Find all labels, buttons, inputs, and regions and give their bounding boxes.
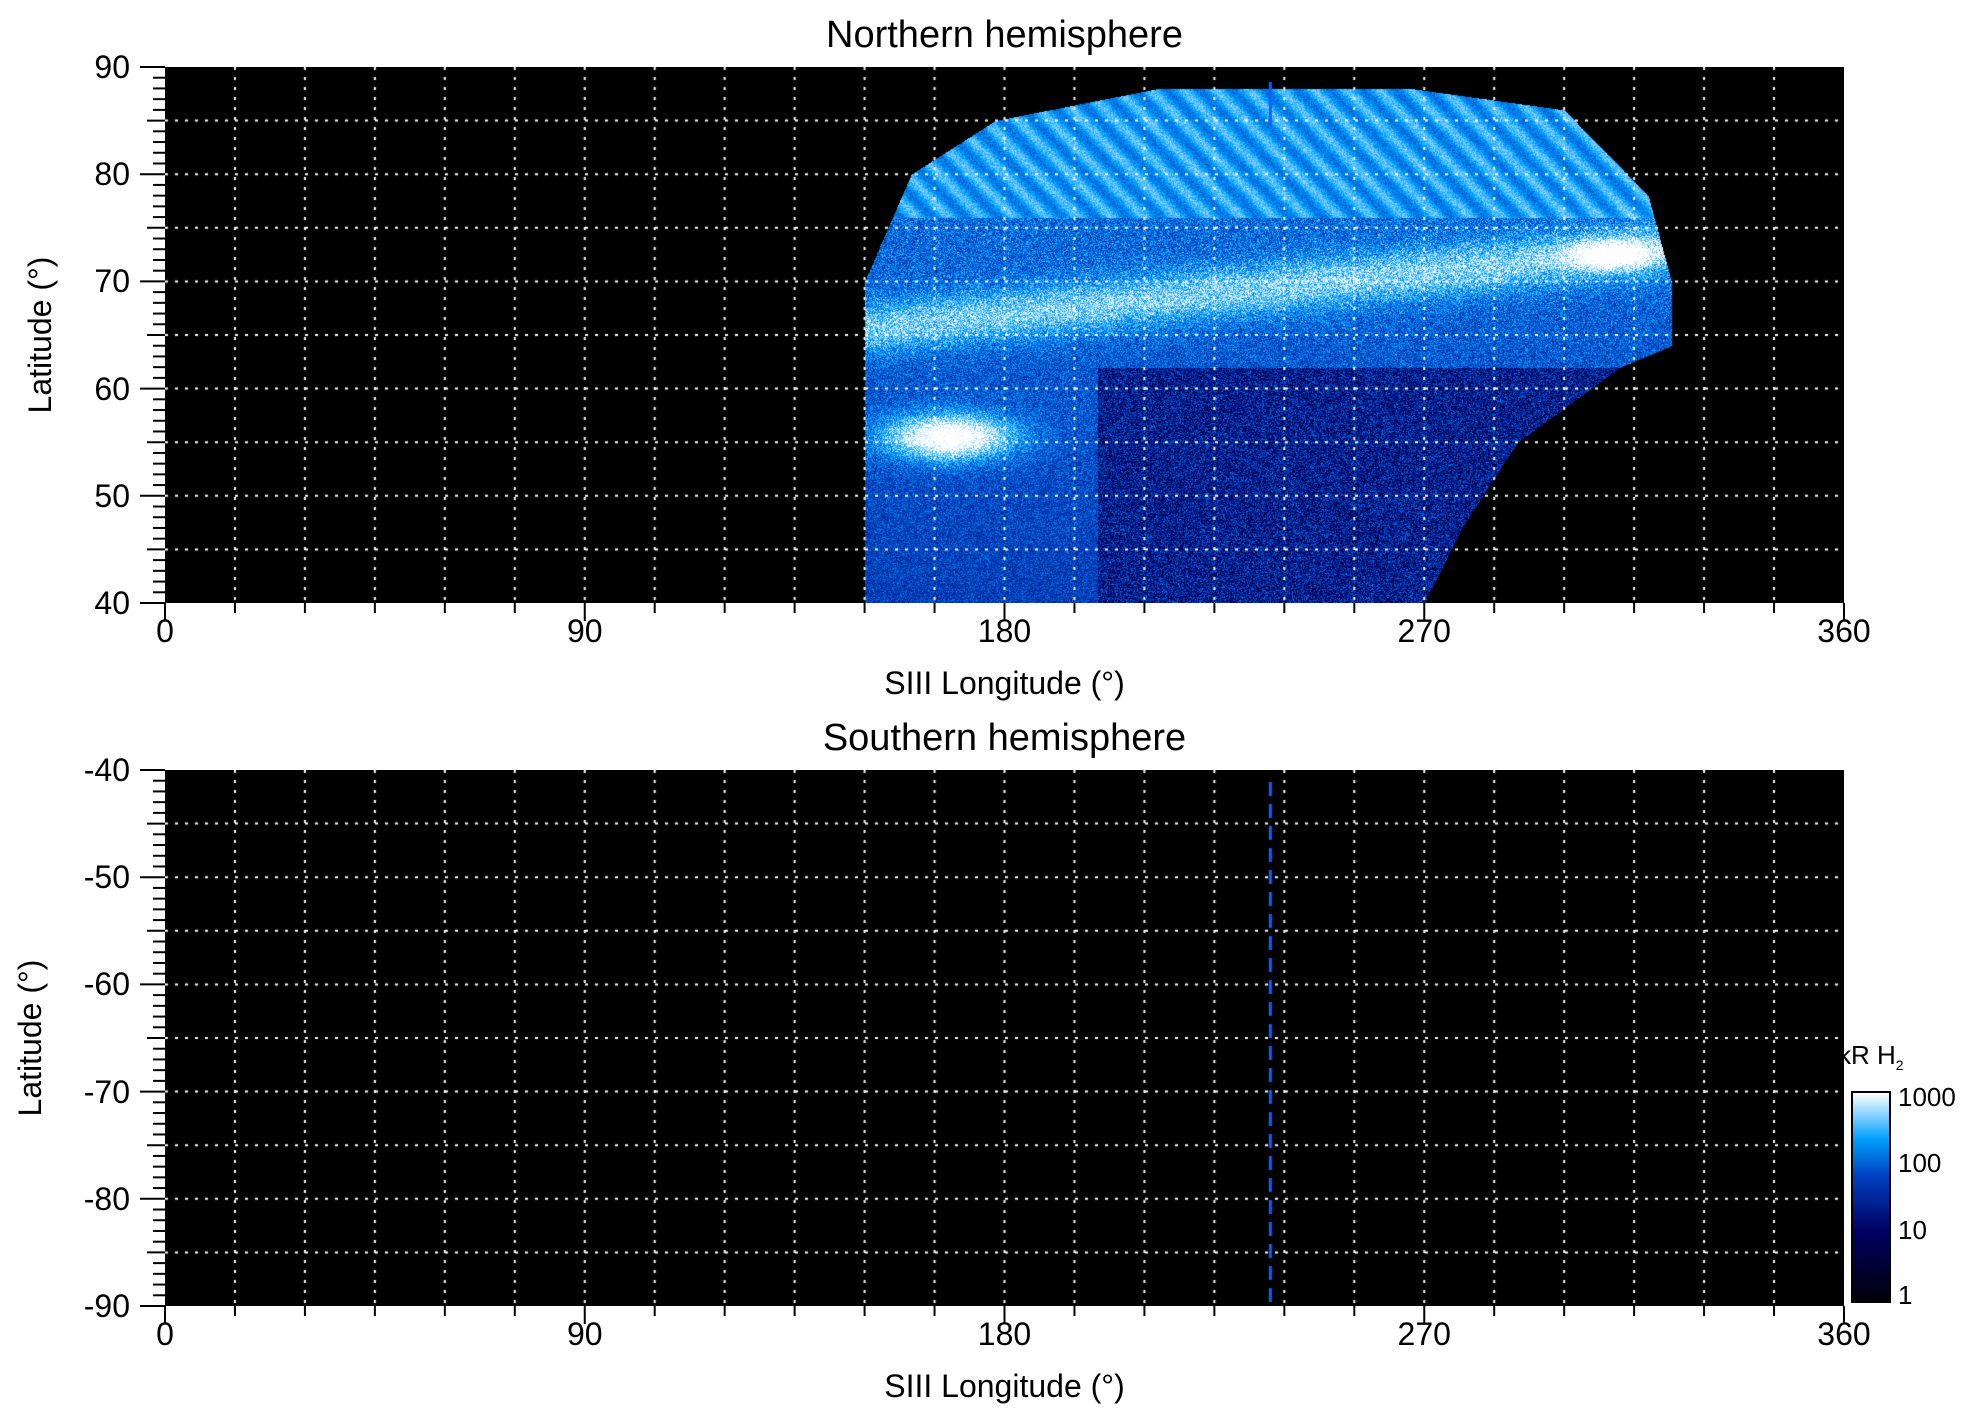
- y-tick-label: -90: [83, 1288, 130, 1324]
- x-tick-label: 0: [156, 1316, 174, 1352]
- y-tick-label: 50: [94, 477, 130, 514]
- colorbar-tick-label: 1000: [1898, 1082, 1956, 1112]
- colorbar-tick-label: 100: [1898, 1148, 1942, 1178]
- south-xlabel: SIII Longitude (°): [884, 1368, 1125, 1404]
- axis-ticks: [140, 66, 1845, 621]
- colorbar: [1851, 1091, 1891, 1303]
- south-heatmap: [165, 770, 1844, 1306]
- north-ylabel: Latitude (°): [22, 256, 58, 414]
- south-title: Southern hemisphere: [822, 717, 1187, 759]
- colorbar-label: kR H2: [1838, 1040, 1904, 1074]
- y-tick-label: -40: [83, 752, 130, 788]
- colorbar-tick-label: 10: [1898, 1215, 1927, 1245]
- north-title: Northern hemisphere: [826, 14, 1183, 56]
- x-tick-label: 0: [156, 613, 174, 649]
- y-tick-label: 60: [94, 370, 130, 407]
- north-xlabel: SIII Longitude (°): [884, 665, 1125, 701]
- y-tick-label: -80: [83, 1180, 130, 1217]
- south-ylabel: Latitude (°): [12, 959, 48, 1117]
- y-tick-label: -60: [83, 966, 130, 1003]
- y-tick-label: -50: [83, 859, 130, 896]
- north-heatmap: [165, 67, 1844, 603]
- y-tick-label: 80: [94, 156, 130, 193]
- y-tick-label: -70: [83, 1073, 130, 1110]
- y-tick-label: 90: [94, 49, 130, 85]
- colorbar-tick-label: 1: [1898, 1280, 1913, 1310]
- axis-ticks: [140, 769, 1845, 1324]
- y-tick-label: 70: [94, 263, 130, 300]
- y-tick-label: 40: [94, 585, 130, 621]
